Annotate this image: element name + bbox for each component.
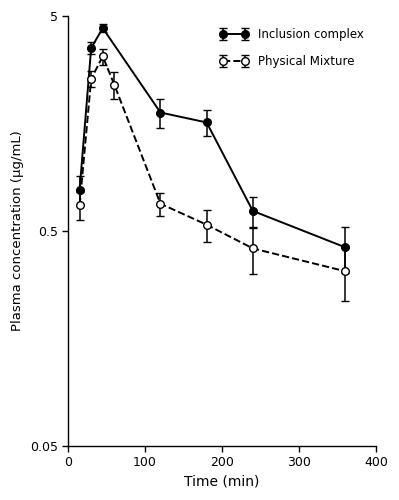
Y-axis label: Plasma concentration (μg/mL): Plasma concentration (μg/mL) xyxy=(11,130,24,332)
Legend: Inclusion complex, Physical Mixture: Inclusion complex, Physical Mixture xyxy=(213,22,370,74)
X-axis label: Time (min): Time (min) xyxy=(184,475,260,489)
